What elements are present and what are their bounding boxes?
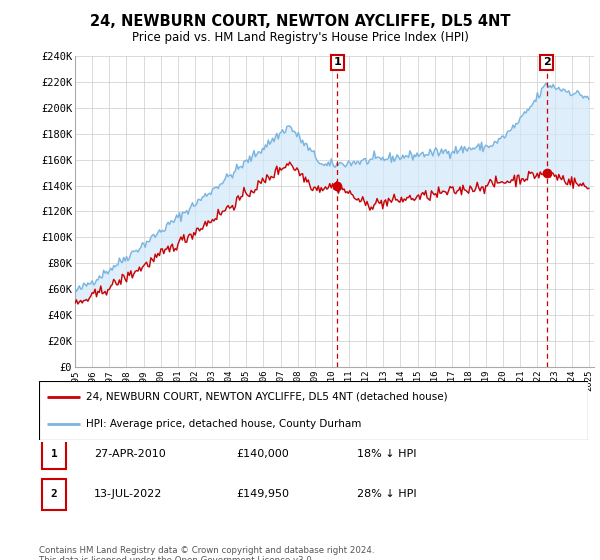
- FancyBboxPatch shape: [42, 479, 67, 510]
- Text: Contains HM Land Registry data © Crown copyright and database right 2024.
This d: Contains HM Land Registry data © Crown c…: [39, 546, 374, 560]
- Text: 18% ↓ HPI: 18% ↓ HPI: [358, 449, 417, 459]
- Text: 2: 2: [543, 58, 551, 67]
- Text: Price paid vs. HM Land Registry's House Price Index (HPI): Price paid vs. HM Land Registry's House …: [131, 31, 469, 44]
- Text: 2: 2: [51, 489, 58, 500]
- Text: 28% ↓ HPI: 28% ↓ HPI: [358, 489, 417, 500]
- Text: 1: 1: [51, 449, 58, 459]
- Text: HPI: Average price, detached house, County Durham: HPI: Average price, detached house, Coun…: [86, 419, 361, 429]
- Text: 24, NEWBURN COURT, NEWTON AYCLIFFE, DL5 4NT (detached house): 24, NEWBURN COURT, NEWTON AYCLIFFE, DL5 …: [86, 391, 447, 402]
- Text: £140,000: £140,000: [236, 449, 289, 459]
- Text: 13-JUL-2022: 13-JUL-2022: [94, 489, 162, 500]
- Text: £149,950: £149,950: [236, 489, 290, 500]
- Text: 27-APR-2010: 27-APR-2010: [94, 449, 166, 459]
- FancyBboxPatch shape: [42, 438, 67, 469]
- Text: 24, NEWBURN COURT, NEWTON AYCLIFFE, DL5 4NT: 24, NEWBURN COURT, NEWTON AYCLIFFE, DL5 …: [90, 14, 510, 29]
- Text: 1: 1: [334, 58, 341, 67]
